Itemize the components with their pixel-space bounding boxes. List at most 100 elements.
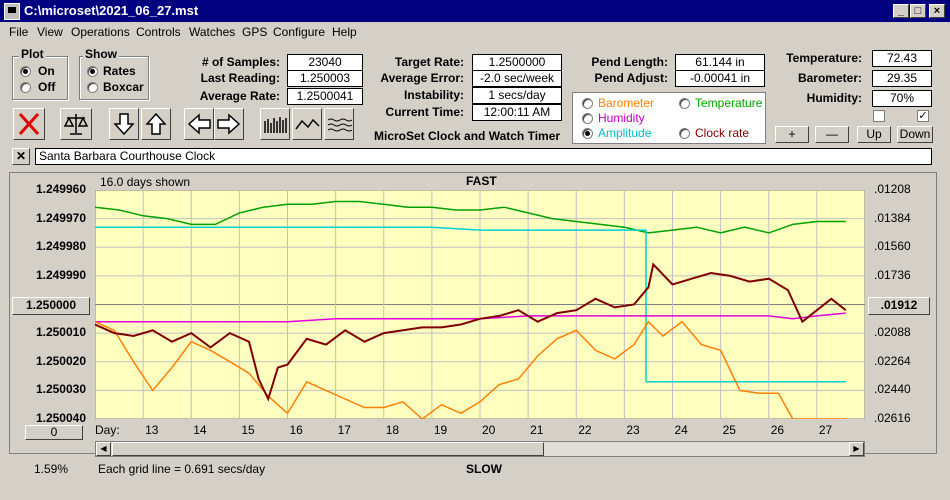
window-title: C:\microset\2021_06_27.mst — [24, 3, 199, 18]
series-clock-rate — [95, 262, 847, 402]
scroll-left-arrow-icon[interactable]: ◀ — [96, 442, 111, 456]
y-tick-left: 1.249980 — [35, 239, 86, 254]
y-tick-left: 1.250020 — [35, 353, 86, 368]
x-tick: 23 — [626, 423, 640, 437]
line-graph-icon — [295, 118, 320, 130]
arrow-up-icon — [145, 112, 167, 135]
arrow-left-icon — [187, 113, 211, 135]
right-arrow-button[interactable] — [214, 108, 244, 140]
x-tick: 16 — [289, 423, 303, 437]
menu-configure[interactable]: Configure — [273, 25, 326, 39]
line-view-button[interactable] — [292, 108, 322, 140]
arrow-right-icon — [217, 113, 241, 135]
clear-clock-button[interactable]: ✕ — [12, 148, 30, 165]
x-tick: 20 — [482, 423, 496, 437]
option-amplitude-radio[interactable] — [582, 128, 593, 139]
menu-view[interactable]: View — [37, 25, 63, 39]
series-amplitude — [95, 226, 846, 383]
minimize-button[interactable]: _ — [893, 4, 909, 18]
x-tick: 13 — [145, 423, 159, 437]
option-barometer-radio[interactable] — [582, 98, 593, 109]
stop-button[interactable] — [13, 108, 45, 140]
left-arrow-button[interactable] — [184, 108, 214, 140]
center-value-button[interactable]: 1.250000 — [12, 297, 90, 315]
horizontal-scrollbar[interactable]: ◀ ▶ — [95, 441, 865, 457]
offset-button[interactable]: 0 — [25, 425, 83, 440]
target-rate-label: Target Rate: — [394, 55, 464, 69]
menu-file[interactable]: File — [9, 25, 29, 39]
menu-help[interactable]: Help — [332, 25, 357, 39]
menu-controls[interactable]: Controls — [136, 25, 181, 39]
minus-button[interactable]: — — [815, 126, 849, 143]
x-tick: 21 — [530, 423, 544, 437]
y-tick-right: .02440 — [874, 382, 911, 397]
plot-options-box: Barometer Temperature Humidity Amplitude… — [572, 92, 766, 144]
barometer-label: Barometer: — [797, 71, 862, 85]
app-icon[interactable] — [4, 3, 20, 20]
arrow-down-icon — [113, 113, 135, 136]
plot-on-radio[interactable] — [20, 66, 31, 77]
y-tick-left: 1.249990 — [35, 267, 86, 282]
plot-group-title: Plot — [19, 47, 46, 61]
bars-view-button[interactable] — [260, 108, 290, 140]
x-tick: 17 — [337, 423, 351, 437]
average-error-label: Average Error: — [380, 71, 464, 85]
up-arrow-button[interactable] — [141, 108, 171, 140]
scroll-thumb[interactable] — [112, 442, 544, 456]
fast-label: FAST — [466, 174, 497, 188]
title-bar: C:\microset\2021_06_27.mst _ □ × — [0, 0, 950, 22]
option-humidity-label: Humidity — [598, 111, 645, 125]
clock-name-field[interactable]: Santa Barbara Courthouse Clock — [35, 148, 932, 165]
show-boxcar-label: Boxcar — [103, 80, 144, 94]
bar-graph-icon — [264, 117, 287, 133]
grid-note: Each grid line = 0.691 secs/day — [98, 462, 266, 476]
pend-adjust-label: Pend Adjust: — [594, 71, 668, 85]
menu-watches[interactable]: Watches — [189, 25, 236, 39]
plus-button[interactable]: + — [775, 126, 809, 143]
y-tick-left: 1.250040 — [35, 411, 86, 425]
y-tick-left: 1.250030 — [35, 382, 86, 397]
option-humidity-radio[interactable] — [582, 113, 593, 124]
x-tick: 24 — [674, 423, 688, 437]
down-arrow-button[interactable] — [109, 108, 139, 140]
scroll-right-arrow-icon[interactable]: ▶ — [849, 442, 864, 456]
y-tick-right: .02616 — [874, 411, 911, 425]
temperature-field: 72.43 — [872, 50, 932, 67]
maximize-button[interactable]: □ — [910, 4, 926, 18]
red-x-icon — [18, 112, 40, 136]
close-button[interactable]: × — [929, 4, 945, 18]
up-button[interactable]: Up — [857, 126, 891, 143]
humidity-field: 70% — [872, 90, 932, 107]
app-caption: MicroSet Clock and Watch Timer — [374, 129, 561, 143]
x-tick: 15 — [241, 423, 255, 437]
average-rate-field: 1.2500041 — [287, 88, 363, 105]
checkbox-left[interactable] — [873, 110, 885, 122]
series-temperature — [95, 200, 846, 234]
y-tick-left: 1.249970 — [35, 210, 86, 225]
pend-length-field: 61.144 in — [675, 54, 765, 71]
show-rates-radio[interactable] — [87, 66, 98, 77]
right-axis-value-button[interactable]: .01912 — [868, 297, 930, 315]
checkbox-right[interactable]: ✓ — [917, 110, 929, 122]
show-boxcar-radio[interactable] — [87, 82, 98, 93]
menu-gps[interactable]: GPS — [242, 25, 268, 39]
option-temperature-radio[interactable] — [679, 98, 690, 109]
x-tick: 18 — [385, 423, 400, 437]
average-rate-label: Average Rate: — [199, 89, 280, 103]
x-tick: 25 — [722, 423, 736, 437]
option-clock-rate-label: Clock rate — [695, 126, 750, 140]
samples-label: # of Samples: — [201, 55, 280, 69]
x-tick: 14 — [193, 423, 207, 437]
show-rates-label: Rates — [103, 64, 136, 78]
balance-button[interactable] — [60, 108, 92, 140]
menu-bar: File View Operations Controls Watches GP… — [0, 22, 950, 42]
menu-operations[interactable]: Operations — [71, 25, 130, 39]
option-clock-rate-radio[interactable] — [679, 128, 690, 139]
y-tick-left: 1.249960 — [35, 182, 86, 196]
average-error-field: -2.0 sec/week — [472, 70, 562, 87]
wave-view-button[interactable] — [324, 108, 354, 140]
y-tick-right: .01736 — [874, 267, 911, 282]
plot-off-radio[interactable] — [20, 82, 31, 93]
plot-on-label: On — [38, 64, 55, 78]
down-button[interactable]: Down — [897, 126, 933, 143]
